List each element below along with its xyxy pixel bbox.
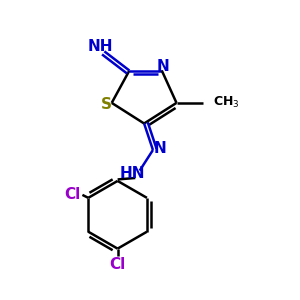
Text: NH: NH [87, 39, 113, 54]
Text: CH$_3$: CH$_3$ [213, 95, 240, 110]
Text: HN: HN [120, 166, 145, 181]
Text: Cl: Cl [110, 257, 126, 272]
Text: Cl: Cl [64, 188, 80, 202]
Text: N: N [154, 141, 167, 156]
Text: N: N [157, 58, 169, 74]
Text: S: S [101, 97, 112, 112]
